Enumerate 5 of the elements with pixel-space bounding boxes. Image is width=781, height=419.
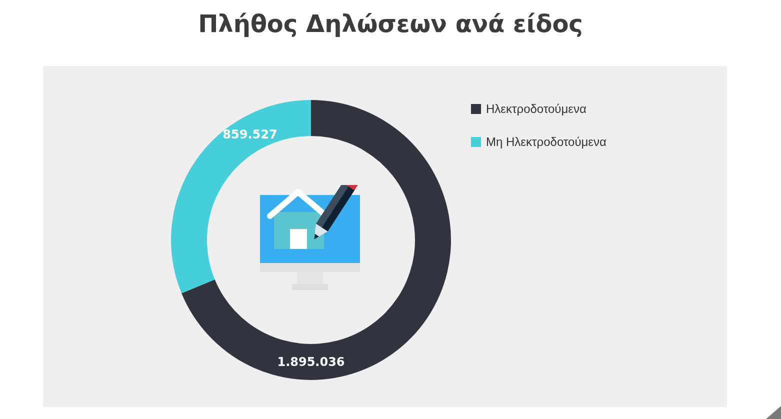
legend-label: Μη Ηλεκτροδοτούμενα (486, 135, 607, 149)
legend-label: Ηλεκτροδοτούμενα (486, 102, 587, 116)
data-label: 1.895.036 (277, 355, 345, 369)
chart-title: Πλήθος Δηλώσεων ανά είδος (198, 10, 583, 38)
data-label: 859.527 (222, 127, 278, 142)
